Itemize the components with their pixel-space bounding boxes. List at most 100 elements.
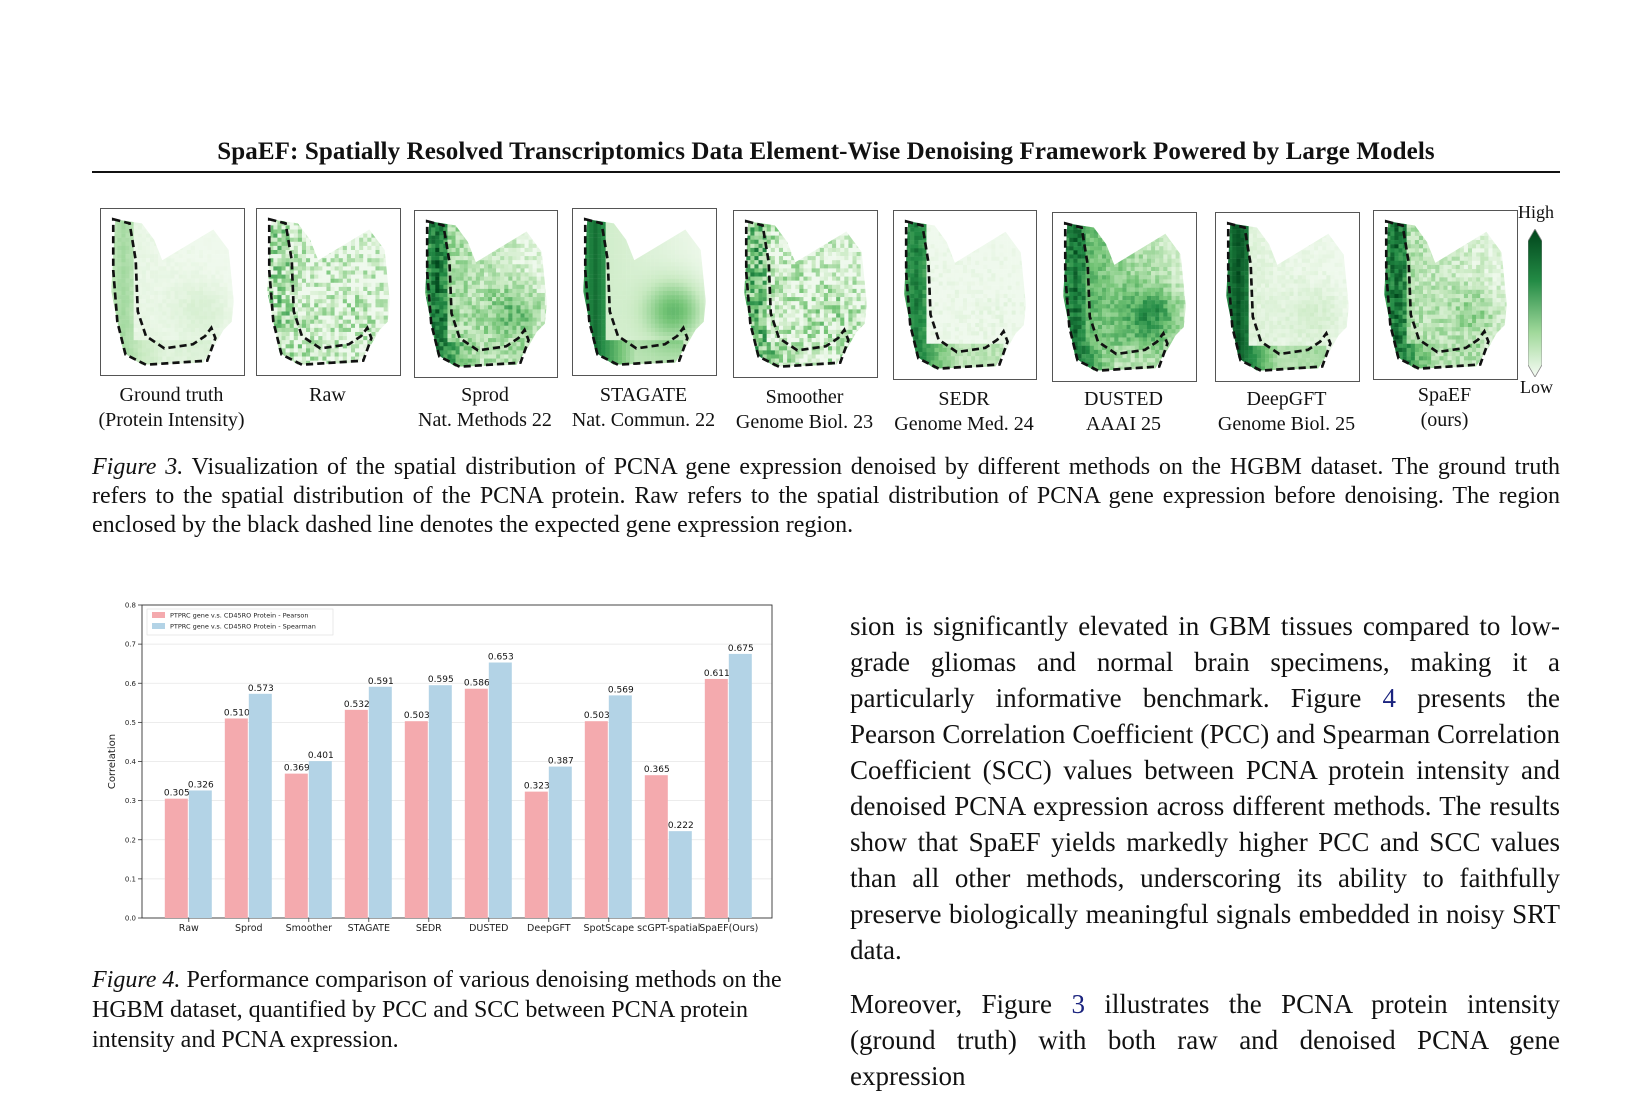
figure-3-reference-link[interactable]: 3 <box>1071 989 1085 1019</box>
x-tick-label: SpotScape <box>584 923 635 934</box>
x-tick-label: Raw <box>179 923 199 934</box>
data-label: 0.591 <box>368 677 394 687</box>
panel-method-name: DUSTED <box>1084 387 1163 412</box>
bar-pearson <box>705 679 728 918</box>
colorbar <box>1528 229 1542 377</box>
body-paragraph-2: Moreover, Figure 3 illustrates the PCNA … <box>850 986 1560 1094</box>
panel-deepgft <box>1215 212 1360 382</box>
panel-venue: Nat. Commun. 22 <box>572 408 715 433</box>
bar-pearson <box>525 792 548 918</box>
spatial-expression-map <box>573 209 716 375</box>
x-tick-label: Smoother <box>286 923 332 934</box>
panel-venue: Nat. Methods 22 <box>418 408 552 433</box>
data-label: 0.369 <box>284 764 310 774</box>
data-label: 0.326 <box>188 780 214 790</box>
colorbar-high-label: High <box>1518 202 1554 223</box>
panel-raw <box>256 208 401 376</box>
y-tick-label: 0.5 <box>125 719 136 727</box>
bar-pearson <box>645 775 668 918</box>
header-rule <box>92 171 1560 173</box>
bar-spearman <box>429 685 452 918</box>
data-label: 0.305 <box>164 789 190 799</box>
figure-3-caption-text: Visualization of the spatial distributio… <box>92 454 1560 538</box>
y-axis-label: Correlation <box>107 734 118 789</box>
bar-pearson <box>405 721 428 918</box>
panel-spaef <box>1373 210 1518 380</box>
bar-spearman <box>369 687 392 918</box>
figure-4-bar-chart: 0.00.10.20.30.40.50.60.70.8CorrelationRa… <box>100 600 790 945</box>
panel-method-name: DeepGFT <box>1218 387 1355 412</box>
panel-method-name: Smoother <box>736 385 873 410</box>
figure-3-caption: Figure 3. Visualization of the spatial d… <box>92 453 1560 540</box>
x-tick-label: scGPT-spatial <box>637 923 700 934</box>
running-title: SpaEF: Spatially Resolved Transcriptomic… <box>92 138 1560 166</box>
x-tick-label: SEDR <box>416 923 442 934</box>
body-paragraph-1: sion is significantly elevated in GBM ti… <box>850 608 1560 968</box>
x-tick-label: Sprod <box>235 923 263 934</box>
legend-swatch <box>152 623 165 629</box>
x-tick-label: STAGATE <box>348 923 390 934</box>
panel-label: SpaEF(ours) <box>1418 383 1471 433</box>
y-tick-label: 0.3 <box>125 797 136 805</box>
panel-method-name: Raw <box>309 383 346 408</box>
y-tick-label: 0.7 <box>125 641 136 649</box>
panel-method-name: SpaEF <box>1418 383 1471 408</box>
bar-pearson <box>165 799 188 918</box>
body-text: Moreover, Figure <box>850 989 1071 1019</box>
x-tick-label: DeepGFT <box>527 923 571 934</box>
data-label: 0.532 <box>344 700 370 710</box>
colorbar-low-label: Low <box>1520 377 1553 398</box>
spatial-expression-map <box>257 209 400 375</box>
panel-stagate <box>572 208 717 376</box>
bar-pearson <box>585 721 608 918</box>
data-label: 0.573 <box>248 684 274 694</box>
legend-swatch <box>152 612 165 618</box>
panel-venue: (Protein Intensity) <box>98 408 244 433</box>
bar-spearman <box>609 695 632 918</box>
y-tick-label: 0.4 <box>125 758 137 766</box>
figure-4-reference-link[interactable]: 4 <box>1383 683 1397 713</box>
panel-venue: Genome Biol. 25 <box>1218 412 1355 437</box>
panel-smoother <box>733 210 878 378</box>
data-label: 0.503 <box>404 711 430 721</box>
panel-venue: (ours) <box>1418 408 1471 433</box>
panel-venue: Genome Biol. 23 <box>736 410 873 435</box>
data-label: 0.222 <box>668 821 694 831</box>
panel-method-name: Ground truth <box>98 383 244 408</box>
figure-4-caption: Figure 4. Performance comparison of vari… <box>92 965 804 1055</box>
x-tick-label: DUSTED <box>469 923 508 934</box>
spatial-expression-map <box>734 211 877 377</box>
x-tick-label: SpaEF(Ours) <box>699 923 758 934</box>
body-text: presents the Pearson Correlation Coeffic… <box>850 683 1560 965</box>
legend-entry: PTPRC gene v.s. CD45RO Protein - Spearma… <box>170 623 316 631</box>
bar-spearman <box>309 761 332 918</box>
spatial-expression-map <box>415 211 557 377</box>
bar-pearson <box>225 718 248 918</box>
bar-pearson <box>285 774 308 918</box>
panel-label: Ground truth(Protein Intensity) <box>98 383 244 433</box>
bar-spearman <box>249 694 272 918</box>
y-tick-label: 0.8 <box>125 602 136 610</box>
panel-method-name: Sprod <box>418 383 552 408</box>
data-label: 0.387 <box>548 757 574 767</box>
y-tick-label: 0.0 <box>125 915 136 923</box>
panel-method-name: SEDR <box>894 387 1033 412</box>
panel-sedr <box>893 210 1037 380</box>
panel-sprod <box>414 210 558 378</box>
spatial-expression-map <box>1374 211 1517 379</box>
bar-spearman <box>189 790 212 918</box>
data-label: 0.675 <box>728 644 754 654</box>
data-label: 0.503 <box>584 711 610 721</box>
bar-spearman <box>729 654 752 918</box>
spatial-expression-map <box>1216 213 1359 381</box>
bar-spearman <box>489 663 512 918</box>
panel-label: Raw <box>309 383 346 408</box>
data-label: 0.611 <box>704 669 730 679</box>
data-label: 0.510 <box>224 708 250 718</box>
panel-venue: Genome Med. 24 <box>894 412 1033 437</box>
